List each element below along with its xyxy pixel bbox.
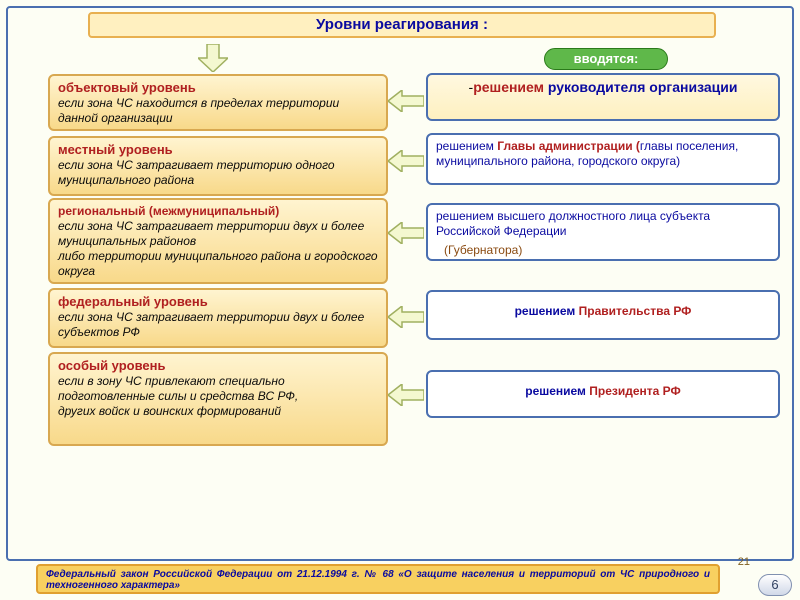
decision-box-3: решением Правительства РФ (426, 290, 780, 340)
slide-number-badge: 6 (758, 574, 792, 596)
level-desc: если зона ЧС затрагивает территории двух… (58, 219, 378, 279)
decision-box-4: решением Президента РФ (426, 370, 780, 418)
level-desc: если в зону ЧС привлекают специально под… (58, 374, 378, 419)
footer-citation: Федеральный закон Российской Федерации о… (36, 564, 720, 594)
decision-box-1: решением Главы администрации (главы посе… (426, 133, 780, 185)
level-box-2: региональный (межмуниципальный)если зона… (48, 198, 388, 284)
left-arrow-icon (388, 384, 424, 406)
decision-box-2: решением высшего должностного лица субъе… (426, 203, 780, 261)
level-desc: если зона ЧС затрагивает территорию одно… (58, 158, 378, 188)
level-box-1: местный уровеньесли зона ЧС затрагивает … (48, 136, 388, 196)
level-desc: если зона ЧС находится в пределах террит… (58, 96, 378, 126)
left-arrow-icon (388, 150, 424, 172)
introduced-pill: вводятся: (544, 48, 668, 70)
level-title: объектовый уровень (58, 80, 378, 96)
decision-box-0: -решением руководителя организации (426, 73, 780, 121)
level-title: особый уровень (58, 358, 378, 374)
level-title: региональный (межмуниципальный) (58, 204, 378, 219)
title-bar: Уровни реагирования : (88, 12, 716, 38)
level-box-0: объектовый уровеньесли зона ЧС находится… (48, 74, 388, 131)
page-number-small: 21 (738, 556, 750, 568)
level-title: федеральный уровень (58, 294, 378, 310)
level-box-4: особый уровеньесли в зону ЧС привлекают … (48, 352, 388, 446)
down-arrow-icon (198, 44, 228, 72)
main-frame: Уровни реагирования : вводятся: объектов… (6, 6, 794, 561)
left-arrow-icon (388, 306, 424, 328)
level-title: местный уровень (58, 142, 378, 158)
level-box-3: федеральный уровеньесли зона ЧС затрагив… (48, 288, 388, 348)
left-arrow-icon (388, 222, 424, 244)
left-arrow-icon (388, 90, 424, 112)
level-desc: если зона ЧС затрагивает территории двух… (58, 310, 378, 340)
